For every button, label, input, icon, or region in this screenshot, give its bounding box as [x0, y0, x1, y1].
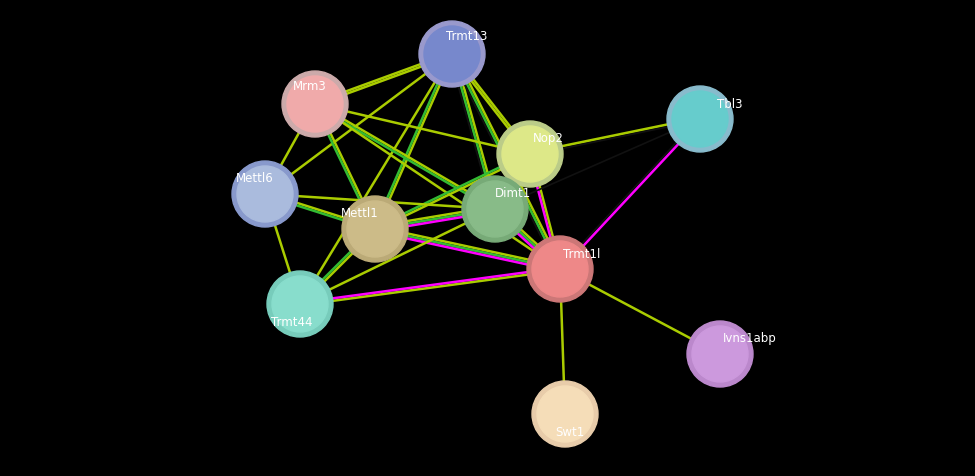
Circle shape — [237, 167, 293, 223]
Circle shape — [272, 277, 328, 332]
Circle shape — [347, 201, 403, 258]
Text: Trmt44: Trmt44 — [271, 316, 313, 329]
Text: Tbl3: Tbl3 — [718, 97, 743, 110]
Text: Mrm3: Mrm3 — [293, 80, 327, 93]
Circle shape — [502, 127, 558, 183]
Text: Trmt1l: Trmt1l — [564, 247, 601, 260]
Circle shape — [462, 177, 528, 242]
Circle shape — [667, 87, 733, 153]
Text: Swt1: Swt1 — [556, 426, 585, 438]
Circle shape — [532, 241, 588, 298]
Circle shape — [467, 182, 523, 238]
Circle shape — [287, 77, 343, 133]
Circle shape — [342, 197, 408, 262]
Circle shape — [672, 92, 728, 148]
Circle shape — [537, 386, 593, 442]
Circle shape — [282, 72, 348, 138]
Text: Dimt1: Dimt1 — [495, 187, 531, 200]
Circle shape — [687, 321, 753, 387]
Circle shape — [267, 271, 333, 337]
Circle shape — [532, 381, 598, 447]
Circle shape — [232, 162, 298, 228]
Circle shape — [424, 27, 480, 83]
Text: Trmt13: Trmt13 — [447, 30, 488, 43]
Text: Nop2: Nop2 — [532, 132, 564, 145]
Circle shape — [692, 327, 748, 382]
Circle shape — [497, 122, 563, 188]
Text: Mettl1: Mettl1 — [341, 207, 379, 220]
Circle shape — [419, 22, 485, 88]
Text: Mettl6: Mettl6 — [236, 172, 274, 185]
Text: Ivns1abp: Ivns1abp — [723, 332, 777, 345]
Circle shape — [527, 237, 593, 302]
